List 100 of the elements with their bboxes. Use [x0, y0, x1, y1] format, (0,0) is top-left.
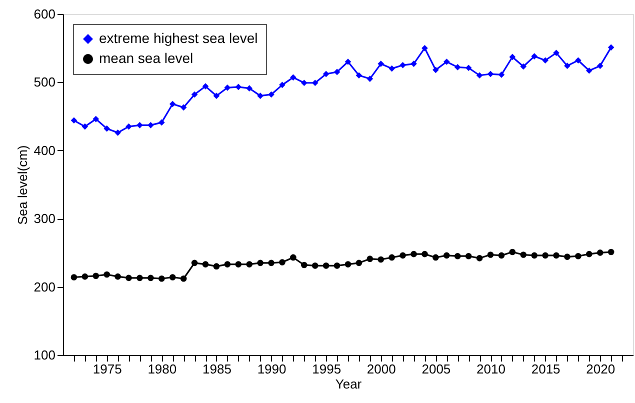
- point: [366, 76, 374, 82]
- point: [191, 91, 198, 98]
- point: [290, 74, 296, 81]
- point: [334, 262, 340, 269]
- point: [290, 254, 296, 261]
- x-tick-label: 1995: [312, 362, 342, 376]
- point: [596, 62, 604, 69]
- point: [169, 100, 176, 108]
- point: [378, 60, 384, 67]
- point: [235, 84, 242, 90]
- x-tick-label: 2020: [586, 362, 616, 376]
- point: [300, 262, 308, 268]
- point: [454, 64, 461, 70]
- point: [465, 252, 472, 260]
- point: [344, 58, 352, 65]
- x-tick-label: 1990: [257, 362, 286, 376]
- point: [542, 252, 548, 259]
- x-tick-label: 2015: [531, 362, 560, 376]
- point: [586, 250, 592, 258]
- point: [366, 256, 374, 262]
- point: [224, 261, 231, 268]
- x-tick-label: 1985: [202, 362, 232, 376]
- point: [114, 273, 121, 280]
- point: [422, 44, 428, 52]
- point: [136, 274, 143, 282]
- point: [410, 250, 417, 258]
- point: [400, 62, 406, 68]
- point: [70, 274, 78, 280]
- point: [114, 130, 121, 136]
- point: [596, 250, 604, 256]
- point: [498, 252, 505, 259]
- point: [213, 92, 220, 99]
- point: [92, 272, 100, 280]
- point: [476, 72, 483, 79]
- point: [564, 62, 570, 69]
- point: [180, 104, 187, 111]
- y-tick-label: 500: [34, 74, 56, 90]
- point: [487, 252, 494, 258]
- point: [498, 72, 505, 78]
- point: [224, 84, 231, 91]
- point: [82, 273, 88, 280]
- x-tick-label: 1975: [92, 362, 122, 376]
- y-tick-label: 200: [34, 279, 56, 294]
- point: [531, 53, 538, 60]
- point: [257, 92, 264, 99]
- point: [82, 123, 88, 130]
- point: [553, 252, 560, 259]
- point: [432, 66, 439, 74]
- x-tick-label: 2005: [422, 362, 451, 376]
- point: [487, 70, 494, 78]
- point: [235, 261, 242, 268]
- point: [158, 275, 165, 282]
- point: [136, 122, 143, 128]
- y-tick-label: 100: [34, 348, 56, 362]
- point: [575, 252, 582, 260]
- point: [257, 260, 264, 266]
- point: [312, 262, 318, 269]
- point: [268, 260, 274, 266]
- point: [531, 252, 538, 259]
- point: [268, 91, 274, 98]
- point: [202, 261, 209, 268]
- point: [104, 125, 110, 132]
- point: [92, 116, 100, 122]
- x-tick-label: 2010: [476, 362, 506, 376]
- point: [400, 252, 406, 259]
- point: [202, 83, 209, 90]
- point: [378, 256, 384, 263]
- point: [520, 252, 527, 258]
- point: [322, 70, 330, 78]
- point: [608, 248, 614, 256]
- point: [432, 254, 439, 261]
- point: [126, 274, 132, 282]
- point: [356, 72, 362, 79]
- point: [148, 274, 154, 282]
- point: [158, 119, 165, 126]
- point: [422, 250, 428, 258]
- point: [388, 254, 396, 261]
- point: [509, 54, 516, 60]
- y-tick-label: 300: [34, 211, 56, 226]
- point: [564, 254, 570, 260]
- point: [322, 262, 330, 269]
- point: [191, 260, 198, 266]
- point: [388, 65, 396, 72]
- point: [586, 67, 592, 74]
- point: [608, 44, 614, 51]
- point: [553, 50, 560, 56]
- point: [344, 261, 352, 268]
- point: [542, 57, 548, 64]
- x-axis-title: Year: [335, 376, 362, 392]
- point: [476, 255, 483, 262]
- point: [169, 274, 176, 280]
- point: [279, 259, 286, 266]
- point: [312, 80, 318, 86]
- point: [443, 58, 450, 65]
- x-tick-label: 1980: [148, 362, 177, 376]
- point: [279, 82, 286, 88]
- point: [213, 263, 220, 270]
- point: [334, 68, 340, 76]
- point: [148, 122, 154, 128]
- point: [454, 252, 461, 260]
